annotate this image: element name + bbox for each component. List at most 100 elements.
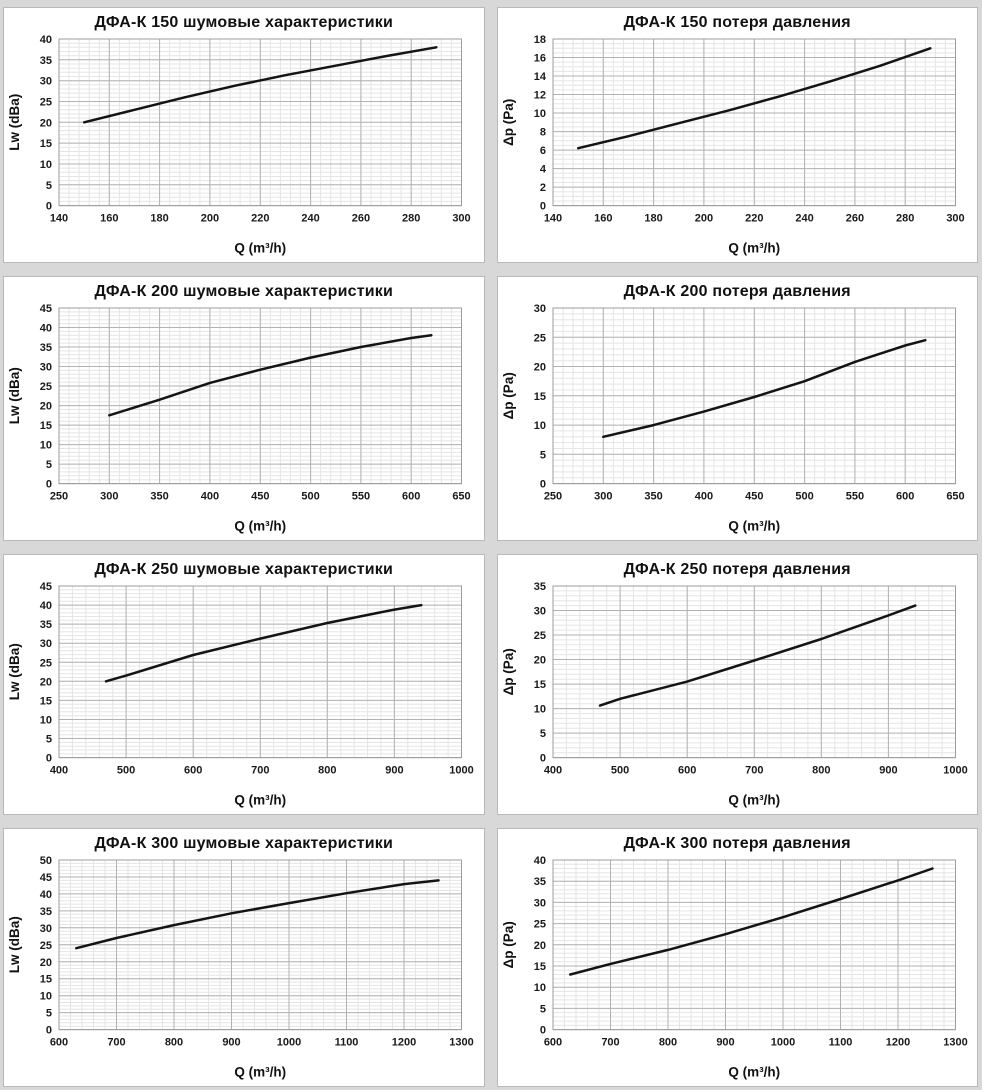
chart-title: ДФА-К 250 шумовые характеристики [94,561,394,578]
y-tick-label: 25 [40,940,52,952]
y-tick-label: 5 [46,459,52,471]
chart-panel-dfa-k-200-pressure: ДФА-К 200 потеря давления 250 300 350 400 45… [496,276,978,541]
y-tick-label: 25 [533,919,545,931]
y-tick-label: 35 [40,55,52,67]
chart-canvas: 400 500 600 700 800 900 1000 0 5 10 15 20 25 30 35 40 45… [7,581,474,808]
x-tick-label: 450 [251,491,269,503]
x-tick-label: 450 [745,491,763,503]
y-tick-label: 5 [539,1004,545,1016]
x-tick-label: 1300 [943,1037,967,1049]
x-tick-label: 140 [543,213,561,225]
y-tick-label: 20 [533,362,545,374]
y-tick-label: 40 [40,600,52,612]
y-tick-label: 25 [40,381,52,393]
x-tick-label: 700 [601,1037,619,1049]
data-line [576,47,932,150]
y-tick-label: 45 [40,872,52,884]
y-tick-label: 10 [40,715,52,727]
x-axis-title: Q (m³/h) [728,519,780,534]
x-tick-label: 500 [610,765,628,777]
chart-title: ДФА-К 200 потеря давления [623,283,851,300]
y-tick-label: 30 [40,639,52,651]
x-tick-label: 1000 [770,1037,794,1049]
y-axis-title: Lw (dBa) [7,917,22,974]
x-tick-label: 800 [812,765,830,777]
chart-title: ДФА-К 250 потеря давления [623,561,851,578]
x-axis-title: Q (m³/h) [234,1065,286,1080]
x-tick-label: 1100 [828,1037,852,1049]
y-tick-label: 0 [539,201,545,213]
y-tick-label: 15 [40,420,52,432]
y-tick-label: 15 [533,961,545,973]
y-axis-title: Lw (dBa) [7,94,22,151]
x-tick-label: 180 [644,213,662,225]
chart-canvas: 600 700 800 900 1000 1100 1200 1300 0 5 10 15 20 25 30… [501,855,968,1080]
data-line [601,339,927,439]
chart-panel-dfa-k-150-pressure: ДФА-К 150 потеря давления 140 160 180 200 22… [496,7,978,263]
x-tick-label: 180 [150,213,168,225]
chart-title: ДФА-К 300 шумовые характеристики [94,835,394,852]
data-line [568,867,934,977]
x-tick-label: 600 [896,491,914,503]
y-tick-label: 40 [40,34,52,46]
y-tick-label: 35 [40,619,52,631]
y-tick-label: 12 [533,90,545,102]
y-tick-label: 0 [539,753,545,765]
x-axis-title: Q (m³/h) [234,793,286,808]
x-tick-label: 550 [352,491,370,503]
x-tick-label: 600 [50,1037,68,1049]
y-tick-label: 20 [533,940,545,952]
x-tick-label: 500 [117,765,135,777]
y-tick-label: 15 [40,696,52,708]
y-tick-label: 30 [533,303,545,315]
chart-panel-dfa-k-300-noise: ДФА-К 300 шумовые характеристики 600 700 8… [3,828,485,1087]
y-tick-label: 0 [539,1025,545,1037]
y-tick-label: 45 [40,303,52,315]
x-tick-label: 900 [385,765,403,777]
y-axis-title: Δp (Pa) [501,922,516,969]
y-tick-label: 40 [40,323,52,335]
x-tick-label: 1300 [449,1037,473,1049]
x-tick-label: 300 [100,491,118,503]
chart-canvas: 250 300 350 400 450 500 550 600 650 0 5 10 15 20 25 30 3… [7,303,471,534]
x-tick-label: 200 [694,213,712,225]
data-line [75,879,440,950]
x-tick-label: 1200 [392,1037,416,1049]
x-tick-label: 260 [845,213,863,225]
x-tick-label: 900 [716,1037,734,1049]
chart-canvas: 140 160 180 200 220 240 260 280 300 0 5 10 15 20 25 30 3… [7,34,471,256]
x-tick-label: 250 [543,491,561,503]
data-line [82,46,438,124]
y-tick-label: 15 [40,974,52,986]
y-tick-label: 15 [533,679,545,691]
chart-canvas: 600 700 800 900 1000 1100 1200 1300 0 5 10 15 20 25 30… [7,855,474,1080]
x-tick-label: 700 [745,765,763,777]
x-axis-title: Q (m³/h) [728,1065,780,1080]
x-axis-title: Q (m³/h) [234,519,286,534]
x-tick-label: 400 [201,491,219,503]
chart-title: ДФА-К 150 потеря давления [623,14,851,31]
y-tick-label: 20 [40,401,52,413]
chart-title: ДФА-К 150 шумовые характеристики [94,14,394,31]
x-tick-label: 1000 [277,1037,301,1049]
x-tick-label: 600 [678,765,696,777]
x-tick-label: 800 [165,1037,183,1049]
data-line [108,334,433,417]
x-tick-label: 700 [107,1037,125,1049]
y-axis-title: Lw (dBa) [7,368,22,425]
chart-panel-dfa-k-150-noise: ДФА-К 150 шумовые характеристики 140 160 1… [3,7,485,263]
y-tick-label: 5 [46,734,52,746]
x-tick-label: 600 [543,1037,561,1049]
y-tick-label: 10 [533,983,545,995]
y-tick-label: 40 [40,889,52,901]
x-tick-label: 300 [594,491,612,503]
y-tick-label: 2 [539,182,545,194]
y-tick-label: 40 [533,855,545,867]
x-tick-label: 650 [946,491,964,503]
y-tick-label: 14 [533,71,546,83]
y-tick-label: 5 [46,180,52,192]
x-tick-label: 700 [251,765,269,777]
x-tick-label: 1000 [449,765,473,777]
x-tick-label: 900 [879,765,897,777]
y-tick-label: 10 [533,108,545,120]
